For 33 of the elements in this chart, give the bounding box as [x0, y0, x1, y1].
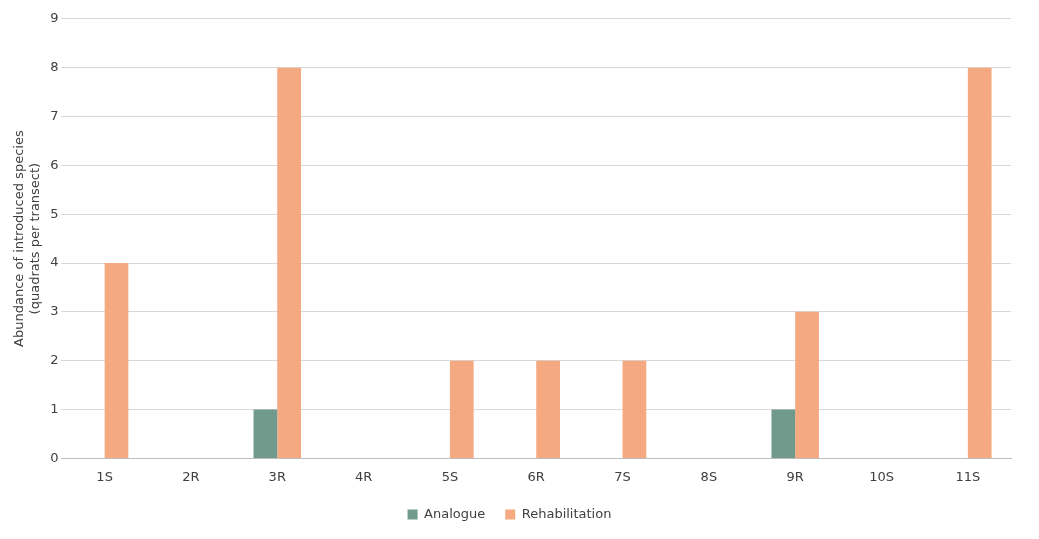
- bar: [449, 360, 474, 458]
- x-tick-label: 7S: [614, 468, 631, 484]
- x-tick-label: 1S: [96, 468, 113, 484]
- y-tick-label: 6: [50, 156, 59, 172]
- y-tick-label: 8: [50, 59, 59, 75]
- bar: [622, 360, 647, 458]
- bar: [967, 67, 992, 458]
- bar: [795, 311, 819, 458]
- bar: [536, 360, 560, 458]
- bar: [771, 409, 796, 458]
- y-tick-label: 5: [50, 205, 59, 221]
- x-tick-label: 4R: [354, 468, 373, 484]
- legend-label: Analogue: [424, 505, 486, 521]
- y-tick-label: 7: [50, 107, 59, 123]
- y-tick-label: 2: [50, 352, 59, 368]
- y-tick-label: 3: [50, 303, 59, 319]
- x-tick-label: 9R: [786, 468, 804, 484]
- y-tick-label: 9: [50, 10, 59, 26]
- y-tick-label: 4: [50, 254, 59, 270]
- x-tick-label: 11S: [955, 468, 981, 484]
- x-tick-label: 6R: [527, 468, 545, 484]
- y-tick-label: 1: [50, 400, 59, 416]
- x-tick-label: 3R: [268, 468, 286, 484]
- bar: [253, 409, 278, 458]
- bar: [277, 67, 302, 458]
- y-axis-title: Abundance of introduced species (quadrats per transect): [11, 130, 42, 347]
- x-tick-label: 2R: [182, 468, 200, 484]
- x-tick-label: 8S: [700, 468, 718, 484]
- x-tick-label: 5S: [441, 468, 459, 484]
- bar: [104, 263, 129, 458]
- legend-label: Rehabilitation: [521, 505, 612, 521]
- y-tick-label: 0: [50, 449, 59, 465]
- x-tick-label: 10S: [869, 468, 894, 484]
